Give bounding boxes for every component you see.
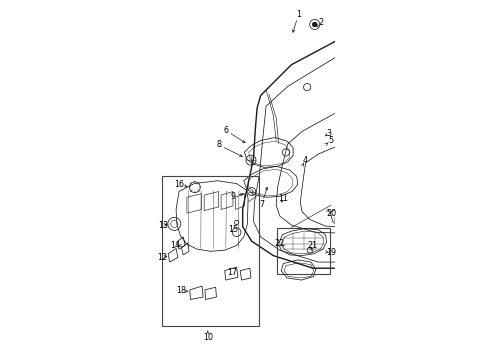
Bar [162,176,258,326]
Text: 16: 16 [174,180,183,189]
Text: 17: 17 [226,269,237,277]
Text: 6: 6 [223,126,228,135]
Text: 5: 5 [327,136,333,145]
Text: 4: 4 [302,156,307,165]
Circle shape [312,22,316,27]
Text: 3: 3 [326,129,331,138]
Text: 21: 21 [307,241,317,250]
Text: 12: 12 [157,253,167,262]
Text: 10: 10 [203,333,212,342]
Text: 20: 20 [326,209,336,217]
Text: 7: 7 [259,200,264,209]
Text: 22: 22 [274,238,285,248]
Text: 15: 15 [227,225,238,234]
Text: 18: 18 [176,287,186,295]
Text: 11: 11 [278,194,288,203]
Text: 1: 1 [295,10,301,19]
Text: 8: 8 [216,140,221,149]
Text: 19: 19 [326,248,336,257]
Text: 14: 14 [170,241,180,250]
Text: 9: 9 [230,192,235,201]
Text: 13: 13 [158,220,168,230]
Bar [276,228,329,274]
Text: 2: 2 [318,18,323,27]
